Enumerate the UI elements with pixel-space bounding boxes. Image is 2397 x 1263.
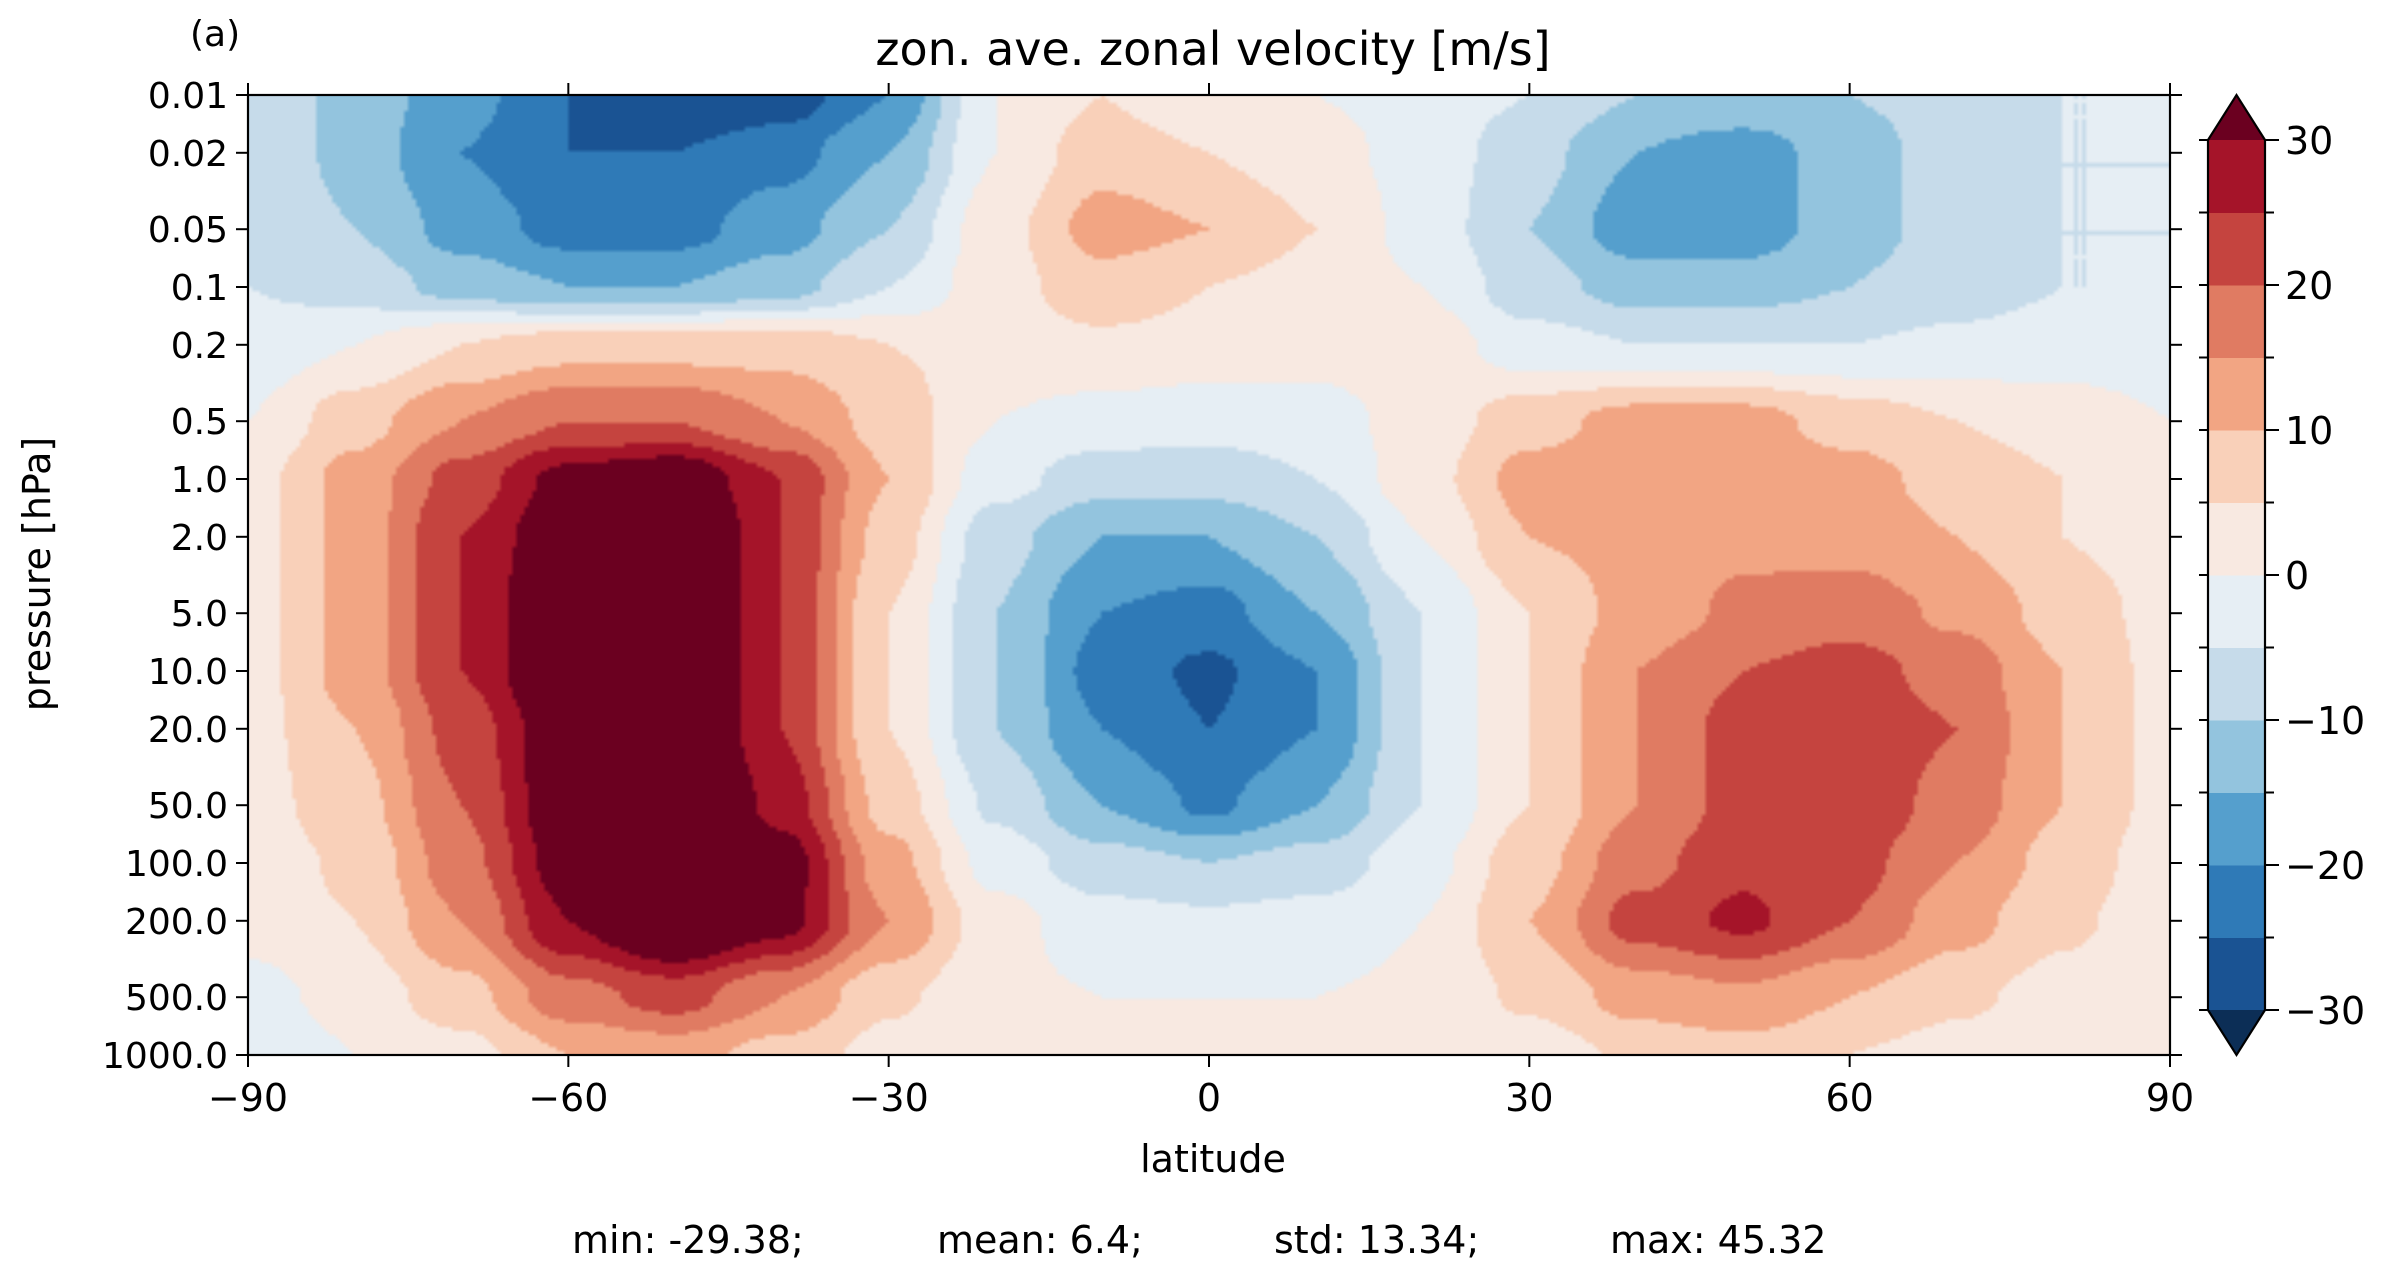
y-tick-label: 100.0 bbox=[125, 844, 228, 885]
y-tick-label: 20.0 bbox=[148, 710, 228, 751]
x-tick-label: 60 bbox=[1825, 1076, 1873, 1120]
stat-max: max: 45.32 bbox=[1610, 1218, 1826, 1262]
y-tick-label: 1.0 bbox=[171, 460, 228, 501]
y-axis-label: pressure [hPa] bbox=[15, 437, 59, 711]
colorbar-under-arrow bbox=[2208, 1010, 2265, 1055]
x-tick-label: 0 bbox=[1197, 1076, 1221, 1120]
y-axis: 0.01 0.02 0.05 0.1 0.2 0.5 1.0 2.0 5.0 10.0 20.0 50… bbox=[102, 76, 2182, 1077]
y-tick-label: 0.02 bbox=[148, 134, 228, 175]
plot-area bbox=[246, 93, 2172, 1057]
colorbar-band bbox=[2208, 647, 2265, 721]
panel-label: (a) bbox=[190, 14, 240, 55]
colorbar-tick-label: −20 bbox=[2285, 844, 2365, 888]
y-tick-label: 10.0 bbox=[148, 652, 228, 693]
stat-std: std: 13.34; bbox=[1274, 1218, 1479, 1262]
y-tick-label: 0.05 bbox=[148, 210, 228, 251]
x-tick-label: 90 bbox=[2146, 1076, 2194, 1120]
colorbar: −30 −20 −10 0 10 20 30 bbox=[2199, 92, 2365, 1058]
colorbar-tick-label: 0 bbox=[2285, 554, 2309, 598]
colorbar-band bbox=[2208, 865, 2265, 938]
colorbar-band bbox=[2208, 720, 2265, 793]
stats-line: min: -29.38; mean: 6.4; std: 13.34; max:… bbox=[572, 1218, 1826, 1262]
colorbar-over-arrow bbox=[2208, 95, 2265, 140]
x-tick-label: 30 bbox=[1505, 1076, 1553, 1120]
colorbar-band bbox=[2208, 502, 2265, 576]
colorbar-band bbox=[2208, 575, 2265, 648]
colorbar-tick-label: 30 bbox=[2285, 119, 2333, 163]
y-tick-label: 0.5 bbox=[171, 402, 228, 443]
y-tick-label: 2.0 bbox=[171, 518, 228, 559]
y-tick-label: 0.1 bbox=[171, 268, 228, 309]
x-tick-label: −30 bbox=[849, 1076, 929, 1120]
y-tick-label: 500.0 bbox=[125, 978, 228, 1019]
contour-field bbox=[248, 95, 2170, 1055]
colorbar-band bbox=[2208, 792, 2265, 866]
colorbar-tick-label: −10 bbox=[2285, 699, 2365, 743]
y-tick-label: 1000.0 bbox=[102, 1036, 228, 1077]
colorbar-band bbox=[2208, 937, 2265, 1011]
x-tick-label: −60 bbox=[528, 1076, 608, 1120]
colorbar-band bbox=[2208, 430, 2265, 503]
colorbar-band bbox=[2208, 357, 2265, 431]
y-tick-label: 5.0 bbox=[171, 594, 228, 635]
y-tick-label: 50.0 bbox=[148, 786, 228, 827]
colorbar-tick-label: 20 bbox=[2285, 264, 2333, 308]
x-axis-label: latitude bbox=[1140, 1137, 1286, 1181]
colorbar-tick-label: −30 bbox=[2285, 989, 2365, 1033]
colorbar-band bbox=[2208, 285, 2265, 358]
x-axis: −90 −60 −30 0 30 60 90 bbox=[208, 83, 2194, 1120]
colorbar-band bbox=[2208, 212, 2265, 286]
stat-mean: mean: 6.4; bbox=[937, 1218, 1143, 1262]
colorbar-tick-label: 10 bbox=[2285, 409, 2333, 453]
colorbar-band bbox=[2208, 140, 2265, 213]
chart-title: zon. ave. zonal velocity [m/s] bbox=[875, 22, 1550, 76]
y-tick-label: 200.0 bbox=[125, 902, 228, 943]
y-tick-label: 0.2 bbox=[171, 326, 228, 367]
y-tick-label: 0.01 bbox=[148, 76, 228, 117]
stat-min: min: -29.38; bbox=[572, 1218, 804, 1262]
x-tick-label: −90 bbox=[208, 1076, 288, 1120]
